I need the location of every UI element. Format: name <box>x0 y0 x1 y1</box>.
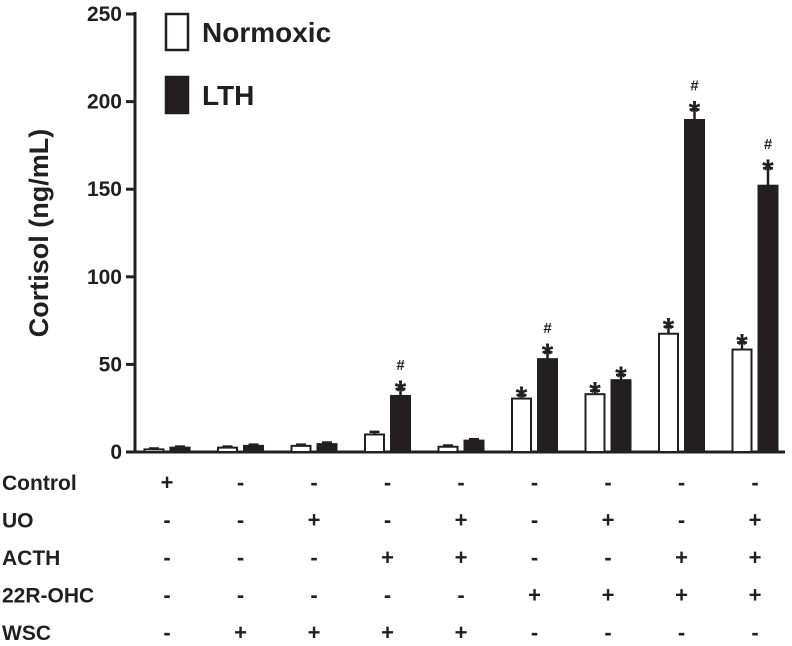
condition-minus: - <box>237 545 244 570</box>
condition-minus: - <box>457 470 464 495</box>
significance-hash: # <box>764 136 773 153</box>
condition-plus: + <box>602 508 615 533</box>
condition-minus: - <box>531 545 538 570</box>
bar-normoxic <box>364 433 385 454</box>
bar-lth <box>243 444 264 454</box>
condition-row-label: 22R-OHC <box>2 585 94 608</box>
condition-table: Control + - - - - - - - - UO - - + - + - + - + ACTH - - - + + - - + +… <box>2 470 761 645</box>
condition-plus: + <box>308 620 321 645</box>
bars: *#**#* ***#**# <box>143 77 779 454</box>
significance-star: * <box>663 313 675 346</box>
condition-minus: - <box>310 545 317 570</box>
significance-star: * <box>689 95 701 128</box>
condition-row-label: Control <box>2 472 77 495</box>
condition-plus: + <box>749 583 762 608</box>
y-tick-label: 0 <box>110 441 122 464</box>
bar-lth <box>316 443 338 453</box>
legend-swatch-normoxic <box>164 12 190 52</box>
condition-plus: + <box>381 620 394 645</box>
bar-normoxic <box>143 448 165 454</box>
condition-plus: + <box>749 508 762 533</box>
condition-minus: - <box>163 508 170 533</box>
condition-minus: - <box>678 620 685 645</box>
bar-normoxic <box>217 446 238 453</box>
condition-plus: + <box>602 583 615 608</box>
condition-minus: - <box>237 583 244 608</box>
condition-minus: - <box>384 470 391 495</box>
legend-swatch-lth <box>164 75 190 115</box>
significance-star: * <box>542 338 554 371</box>
condition-plus: + <box>161 470 174 495</box>
bar-normoxic <box>437 445 459 453</box>
bar-lth <box>610 379 632 453</box>
significance-hash: # <box>543 320 552 337</box>
condition-minus: - <box>163 583 170 608</box>
legend: Normoxic LTH <box>164 12 331 115</box>
y-axis-label: Cortisol (ng/mL) <box>24 129 54 337</box>
significance-star: * <box>516 381 528 414</box>
significance-star: * <box>736 329 748 362</box>
y-tick-label: 250 <box>87 3 122 26</box>
significance-star: * <box>589 377 601 410</box>
bar-normoxic <box>658 332 679 453</box>
condition-plus: + <box>455 545 468 570</box>
condition-minus: - <box>237 508 244 533</box>
condition-minus: - <box>237 470 244 495</box>
bar-lth <box>169 446 191 453</box>
condition-minus: - <box>457 583 464 608</box>
bar-normoxic <box>290 444 312 454</box>
condition-minus: - <box>604 620 611 645</box>
condition-plus: + <box>381 545 394 570</box>
condition-minus: - <box>604 545 611 570</box>
condition-minus: - <box>531 470 538 495</box>
condition-plus: + <box>749 545 762 570</box>
bar-lth <box>390 394 411 454</box>
condition-minus: - <box>751 620 758 645</box>
significance-hash: # <box>690 77 699 94</box>
condition-plus: + <box>234 620 247 645</box>
condition-minus: - <box>751 470 758 495</box>
condition-minus: - <box>310 470 317 495</box>
bar-lth <box>537 358 558 454</box>
significance-star: * <box>615 361 627 394</box>
condition-minus: - <box>384 508 391 533</box>
condition-plus: + <box>675 583 688 608</box>
condition-plus: + <box>455 620 468 645</box>
legend-label-lth: LTH <box>202 80 254 111</box>
condition-minus: - <box>604 470 611 495</box>
condition-row-label: UO <box>2 510 34 533</box>
bar-lth <box>757 184 779 453</box>
y-tick-label: 200 <box>87 91 122 114</box>
condition-minus: - <box>531 620 538 645</box>
y-tick-label: 100 <box>87 266 122 289</box>
condition-minus: - <box>163 545 170 570</box>
condition-minus: - <box>678 508 685 533</box>
condition-minus: - <box>310 583 317 608</box>
condition-plus: + <box>455 508 468 533</box>
condition-minus: - <box>678 470 685 495</box>
condition-row-label: WSC <box>2 622 51 645</box>
significance-hash: # <box>396 357 405 374</box>
bar-normoxic <box>731 348 753 453</box>
bar-normoxic <box>584 393 606 453</box>
condition-minus: - <box>531 508 538 533</box>
significance-star: * <box>762 154 774 187</box>
condition-plus: + <box>675 545 688 570</box>
axes: 0 50 100 150 200 250 <box>87 3 785 464</box>
bar-normoxic <box>511 397 532 453</box>
condition-minus: - <box>384 583 391 608</box>
condition-row-label: ACTH <box>2 547 60 570</box>
y-tick-label: 150 <box>87 178 122 201</box>
legend-label-normoxic: Normoxic <box>202 17 331 48</box>
condition-minus: - <box>163 620 170 645</box>
significance-star: * <box>395 375 407 408</box>
condition-plus: + <box>308 508 321 533</box>
bar-lth <box>463 439 485 453</box>
condition-plus: + <box>528 583 541 608</box>
bar-lth <box>684 118 705 453</box>
y-tick-label: 50 <box>99 353 122 376</box>
